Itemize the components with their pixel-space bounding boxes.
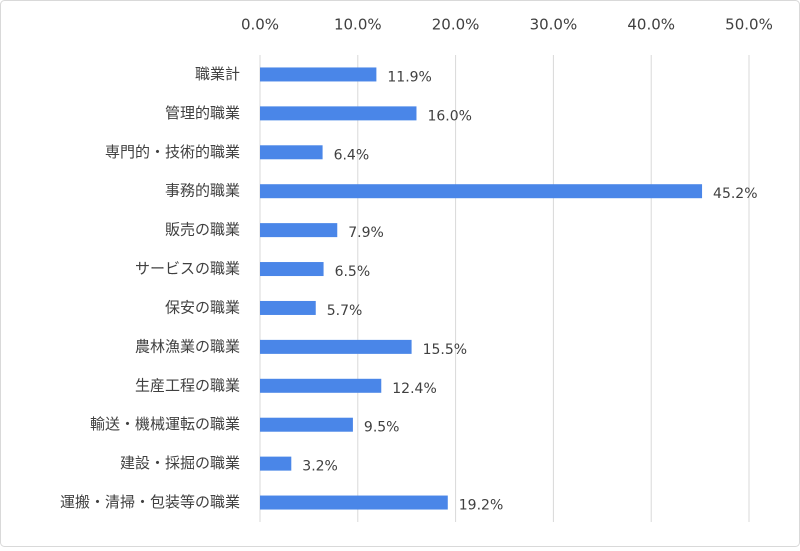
y-tick-label: 事務的職業 [165, 182, 240, 200]
data-label: 15.5% [423, 342, 467, 358]
data-label: 7.9% [348, 225, 384, 241]
bar [260, 106, 417, 121]
data-label: 9.5% [364, 420, 400, 436]
bar [260, 456, 292, 471]
data-label: 3.2% [302, 459, 338, 475]
y-tick-label: 専門的・技術的職業 [105, 143, 240, 161]
y-tick-label: サービスの職業 [135, 260, 240, 278]
data-label: 12.4% [392, 381, 436, 397]
data-label: 16.0% [427, 108, 471, 124]
bar [260, 67, 377, 82]
x-tick-label: 40.0% [627, 16, 675, 34]
data-label: 19.2% [459, 498, 503, 514]
y-tick-label: 販売の職業 [165, 221, 240, 239]
y-tick-label: 輸送・機械運転の職業 [90, 415, 240, 433]
x-tick-label: 20.0% [432, 16, 480, 34]
data-label: 5.7% [327, 303, 363, 319]
y-tick-label: 農林漁業の職業 [135, 337, 240, 355]
bar [260, 339, 412, 354]
data-label: 6.5% [335, 264, 371, 280]
bar [260, 378, 382, 393]
y-tick-label: 建設・採掘の職業 [120, 454, 240, 472]
y-tick-label: 職業計 [195, 65, 240, 83]
bar [260, 300, 316, 315]
x-tick-label: 50.0% [725, 16, 773, 34]
y-tick-label: 管理的職業 [165, 104, 240, 122]
x-tick-label: 0.0% [241, 16, 279, 34]
y-tick-label: 生産工程の職業 [135, 376, 240, 394]
bar [260, 145, 323, 160]
data-label: 6.4% [334, 147, 370, 163]
x-tick-label: 10.0% [334, 16, 382, 34]
bar [260, 223, 338, 238]
bar [260, 184, 703, 199]
bar [260, 262, 324, 277]
data-label: 45.2% [713, 186, 757, 202]
bar [260, 495, 448, 510]
y-tick-label: 保安の職業 [165, 298, 240, 316]
x-tick-label: 30.0% [530, 16, 578, 34]
bar [260, 417, 353, 432]
y-tick-label: 運搬・清掃・包装等の職業 [60, 493, 240, 511]
data-label: 11.9% [387, 69, 431, 85]
